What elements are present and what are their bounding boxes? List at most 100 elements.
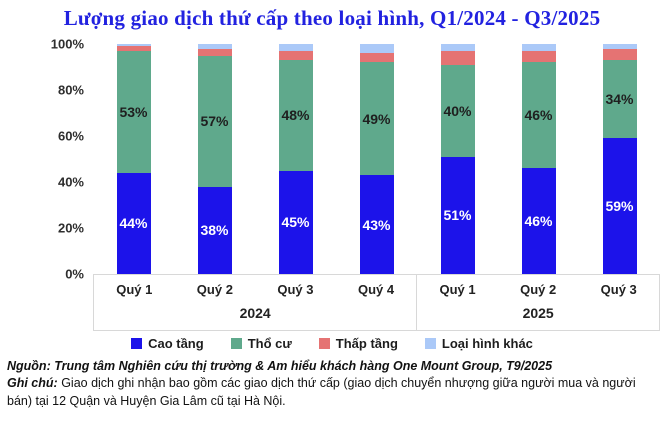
bar-segment — [359, 53, 394, 63]
source-text: Trung tâm Nghiên cứu thị trường & Am hiể… — [54, 359, 553, 373]
quarter-label: Quý 3 — [277, 282, 314, 297]
legend-label: Thổ cư — [247, 336, 292, 351]
y-tick-label: 80% — [57, 82, 84, 98]
y-axis: 100% 80% 60% 40% 20% 0% — [0, 37, 93, 282]
bar-segment — [278, 44, 313, 51]
note-label: Ghi chú: — [7, 376, 58, 391]
bar-segment — [197, 48, 232, 56]
y-tick-label: 60% — [57, 128, 84, 144]
bar-value-label: 51% — [443, 207, 472, 224]
x-axis-group: Quý 1 Quý 2 Quý 3 2025 — [417, 275, 659, 330]
legend-label: Thấp tầng — [335, 336, 398, 351]
bar-value-label: 48% — [281, 107, 310, 124]
chart-title: Lượng giao dịch thứ cấp theo loại hình, … — [63, 6, 601, 30]
quarter-label: Quý 1 — [439, 282, 476, 297]
bar-slot: 46% 46% — [498, 44, 579, 274]
stacked-bar: 59% 34% — [602, 44, 637, 274]
bar-segment: 45% — [278, 170, 313, 274]
stacked-bar: 45% 48% — [278, 44, 313, 274]
note-text: Giao dịch ghi nhận bao gồm các giao dịch… — [7, 376, 636, 408]
legend-swatch — [131, 338, 143, 349]
footer: Nguồn: Trung tâm Nghiên cứu thị trường &… — [7, 358, 656, 410]
quarter-row: Quý 1 Quý 2 Quý 3 — [417, 275, 659, 297]
bar-segment: 46% — [521, 168, 556, 274]
bar-segment — [197, 44, 232, 49]
bar-value-label: 59% — [605, 198, 634, 215]
bar-value-label: 46% — [524, 213, 553, 230]
bar-segment: 48% — [278, 60, 313, 171]
bar-value-label: 40% — [443, 102, 472, 119]
bar-segment — [116, 46, 151, 51]
stacked-bar: 46% 46% — [521, 44, 556, 274]
year-label: 2025 — [522, 305, 554, 321]
source-line: Nguồn: Trung tâm Nghiên cứu thị trường &… — [7, 358, 656, 375]
bar-segment: 46% — [521, 62, 556, 169]
bar-segment — [602, 48, 637, 61]
quarter-row: Quý 1 Quý 2 Quý 3 Quý 4 — [94, 275, 416, 297]
bar-segment: 53% — [116, 50, 151, 173]
bar-segment: 49% — [359, 62, 394, 176]
source-label: Nguồn: — [7, 359, 51, 373]
bar-value-label: 46% — [524, 107, 553, 124]
bar-segment — [116, 44, 151, 47]
bar-value-label: 43% — [362, 216, 391, 233]
stacked-bar: 44% 53% — [116, 44, 151, 274]
bar-segment: 59% — [602, 138, 637, 274]
bar-segment: 40% — [440, 64, 475, 157]
bar-value-label: 57% — [200, 113, 229, 130]
bar-slot: 43% 49% — [336, 44, 417, 274]
bar-segment: 34% — [602, 60, 637, 139]
bar-slot: 59% 34% — [579, 44, 660, 274]
legend-item: Thổ cư — [230, 336, 292, 351]
legend-item: Cao tầng — [131, 336, 204, 351]
quarter-label: Quý 3 — [600, 282, 637, 297]
stacked-bar: 51% 40% — [440, 44, 475, 274]
bar-segment — [521, 44, 556, 51]
bar-segment: 44% — [116, 172, 151, 274]
stacked-bar-plot: 44% 53% 38% 57% 45% 48% 43% 49% 51% 40% 46% 46% 59% 3… — [93, 44, 660, 274]
bar-value-label: 44% — [119, 215, 148, 232]
quarter-label: Quý 4 — [357, 282, 395, 297]
y-tick-label: 40% — [57, 174, 84, 190]
bar-segment — [521, 50, 556, 63]
chart-page: Lượng giao dịch thứ cấp theo loại hình, … — [0, 6, 664, 438]
y-tick-label: 20% — [57, 220, 84, 236]
bar-segment: 51% — [440, 156, 475, 274]
bar-segment — [440, 44, 475, 51]
plot-area: 100% 80% 60% 40% 20% 0% 44% 53% 38% 57% 45% 48% 43%… — [0, 37, 664, 282]
bar-segment — [440, 50, 475, 65]
bar-slot: 45% 48% — [255, 44, 336, 274]
note-line: Ghi chú: Giao dịch ghi nhận bao gồm các … — [7, 375, 656, 410]
legend-swatch — [230, 338, 242, 349]
legend-item: Loại hình khác — [424, 336, 533, 351]
legend-label: Cao tầng — [148, 336, 204, 351]
quarter-label: Quý 2 — [196, 282, 233, 297]
year-label: 2024 — [239, 305, 271, 321]
legend-swatch — [424, 338, 436, 349]
bar-segment — [602, 44, 637, 49]
stacked-bar: 38% 57% — [197, 44, 232, 274]
bar-value-label: 53% — [119, 103, 148, 120]
bar-segment: 57% — [197, 55, 232, 187]
bar-value-label: 34% — [605, 91, 634, 108]
bar-segment — [359, 44, 394, 54]
bar-slot: 44% 53% — [93, 44, 174, 274]
bar-segment: 43% — [359, 175, 394, 274]
quarter-label: Quý 2 — [520, 282, 557, 297]
bar-slot: 51% 40% — [417, 44, 498, 274]
legend-swatch — [318, 338, 330, 349]
bar-segment: 38% — [197, 186, 232, 274]
legend: Cao tầng Thổ cư Thấp tầng Loại hình khác — [0, 336, 664, 351]
legend-label: Loại hình khác — [441, 336, 533, 351]
stacked-bar: 43% 49% — [359, 44, 394, 274]
bar-slot: 38% 57% — [174, 44, 255, 274]
x-axis-group: Quý 1 Quý 2 Quý 3 Quý 4 2024 — [94, 275, 418, 330]
bar-value-label: 38% — [200, 222, 229, 239]
y-tick-label: 100% — [50, 36, 84, 52]
x-axis: Quý 1 Quý 2 Quý 3 Quý 4 2024 Quý 1 Quý 2 Quý 3 2… — [93, 274, 660, 331]
bar-value-label: 45% — [281, 214, 310, 231]
quarter-label: Quý 1 — [116, 282, 153, 297]
bar-value-label: 49% — [362, 110, 391, 127]
y-tick-label: 0% — [65, 266, 84, 282]
bar-segment — [278, 50, 313, 61]
